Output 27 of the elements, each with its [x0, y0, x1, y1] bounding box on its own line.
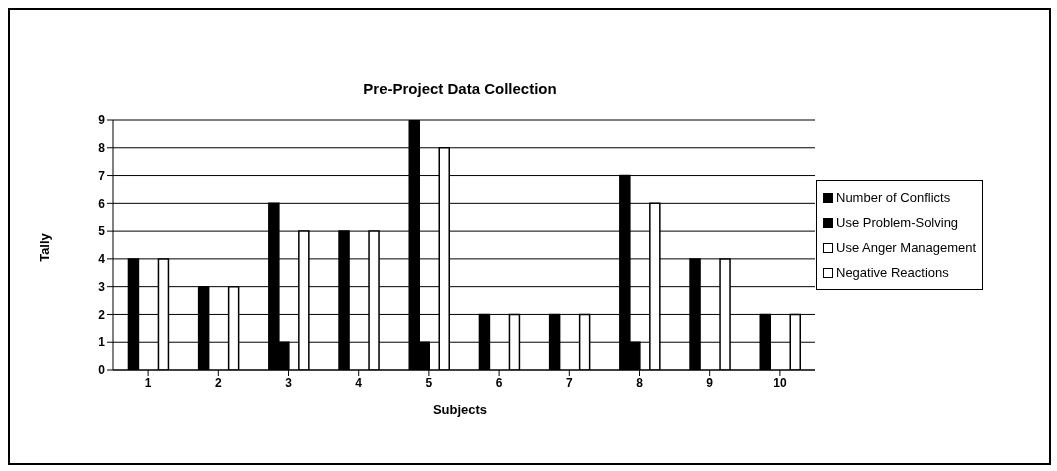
y-tick-label: 2	[98, 307, 106, 322]
x-axis-title: Subjects	[431, 402, 489, 417]
y-tick-label: 1	[98, 335, 106, 350]
x-tick-label: 10	[773, 375, 787, 390]
x-tick-label: 5	[425, 375, 433, 390]
y-tick-label: 4	[98, 252, 106, 267]
x-tick-label: 9	[706, 375, 714, 390]
x-tick-label: 3	[285, 375, 293, 390]
legend-label: Number of Conflicts	[836, 189, 951, 207]
y-tick-label: 6	[98, 196, 106, 211]
y-tick-label: 9	[98, 113, 106, 128]
y-tick-label: 5	[98, 224, 106, 239]
x-tick-label: 8	[636, 375, 644, 390]
x-tick-label: 1	[144, 375, 152, 390]
x-tick-label: 4	[355, 375, 363, 390]
x-tick-label: 2	[214, 375, 222, 390]
legend-label: Use Anger Management	[836, 239, 977, 257]
chart-title: Pre-Project Data Collection	[362, 80, 558, 97]
y-tick-label: 7	[98, 168, 106, 183]
x-tick-label: 6	[495, 375, 503, 390]
x-tick-label: 7	[565, 375, 573, 390]
y-tick-label: 0	[98, 363, 106, 378]
y-axis-title: Tally	[36, 233, 52, 262]
legend-label: Negative Reactions	[836, 264, 949, 282]
legend-label: Use Problem-Solving	[836, 214, 959, 232]
y-tick-label: 8	[98, 141, 106, 156]
y-tick-label: 3	[98, 279, 106, 294]
